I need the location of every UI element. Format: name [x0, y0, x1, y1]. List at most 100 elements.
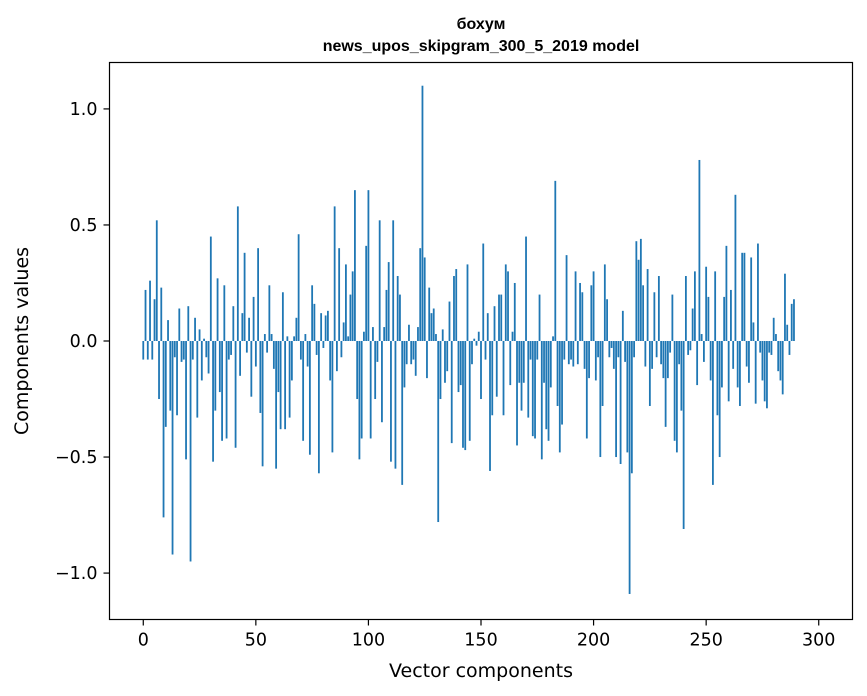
bar-component-5	[153, 299, 156, 341]
bar-component-103	[374, 341, 377, 400]
bar-component-21	[189, 341, 192, 562]
bar-component-162	[507, 271, 509, 342]
bar-component-169	[522, 341, 525, 383]
bar-component-40	[232, 306, 235, 341]
bar-component-115	[401, 341, 404, 485]
bar-component-167	[518, 341, 521, 383]
bar-component-193	[576, 341, 579, 365]
bar-component-27	[203, 338, 205, 341]
x-axis-label: Vector components	[389, 660, 573, 682]
bar-component-125	[423, 257, 426, 341]
bar-component-182	[552, 336, 554, 341]
bar-component-104	[376, 341, 379, 362]
bar-component-191	[572, 341, 575, 367]
bar-component-222	[642, 285, 645, 341]
bar-component-47	[248, 317, 250, 341]
bar-component-138	[453, 276, 455, 341]
bar-component-144	[466, 264, 469, 341]
bar-component-15	[176, 341, 178, 416]
bar-component-77	[315, 341, 318, 355]
bar-component-147	[473, 338, 476, 341]
bar-component-241	[684, 276, 687, 341]
bar-component-26	[200, 341, 203, 381]
bar-component-107	[383, 327, 386, 341]
bar-component-131	[437, 341, 440, 523]
bar-component-31	[212, 341, 214, 462]
bar-component-19	[185, 341, 187, 460]
bar-component-253	[712, 341, 714, 485]
bar-component-273	[757, 243, 759, 341]
bar-component-130	[435, 334, 437, 341]
y-tick-label: 0.5	[70, 216, 98, 236]
bar-component-166	[516, 341, 518, 446]
bar-component-80	[322, 341, 325, 348]
bar-component-134	[444, 341, 446, 383]
bar-component-50	[254, 341, 257, 367]
bar-component-89	[342, 322, 345, 341]
bar-component-124	[421, 85, 424, 342]
bar-component-61	[279, 341, 282, 430]
bar-component-113	[396, 276, 399, 341]
bar-component-72	[304, 334, 307, 341]
bar-component-63	[284, 341, 287, 430]
bar-component-55	[266, 341, 269, 353]
bar-component-133	[441, 329, 444, 341]
bar-component-221	[639, 238, 642, 341]
bar-component-23	[194, 317, 196, 341]
bar-component-145	[468, 341, 471, 441]
bar-component-176	[538, 294, 541, 341]
bar-component-10	[164, 341, 167, 427]
bar-component-30	[209, 236, 212, 341]
bar-component-225	[648, 341, 651, 406]
bar-component-164	[511, 331, 514, 341]
bar-component-95	[356, 341, 359, 400]
y-tick-label: −0.5	[55, 448, 98, 468]
bar-component-22	[191, 341, 194, 360]
bar-component-260	[727, 341, 730, 402]
bar-component-37	[225, 341, 228, 439]
bar-component-245	[693, 271, 696, 342]
bar-component-210	[615, 341, 617, 458]
bar-component-38	[227, 341, 230, 360]
bar-component-283	[779, 341, 782, 381]
y-tick-label: 1.0	[70, 100, 98, 120]
bar-component-197	[585, 341, 588, 439]
bar-component-276	[763, 341, 766, 402]
bar-component-117	[405, 341, 408, 365]
bar-component-239	[680, 341, 683, 411]
bar-component-281	[775, 334, 777, 341]
bar-component-203	[599, 341, 602, 458]
bar-component-135	[446, 341, 449, 372]
x-tick-label: 0	[138, 631, 149, 651]
bar-component-220	[637, 259, 640, 341]
bar-component-44	[241, 313, 244, 341]
x-tick-label: 300	[802, 631, 835, 651]
bar-component-2	[146, 341, 149, 360]
bar-component-45	[243, 252, 246, 341]
bar-component-198	[588, 341, 590, 379]
bar-component-92	[349, 294, 352, 341]
bar-component-212	[619, 341, 622, 464]
bar-component-287	[788, 341, 791, 355]
bar-component-284	[781, 341, 784, 395]
bar-component-114	[399, 294, 401, 341]
bar-component-174	[534, 341, 536, 439]
bar-component-48	[250, 341, 253, 397]
y-axis-label: Components values	[11, 247, 33, 435]
bar-component-43	[239, 341, 241, 376]
bar-component-192	[574, 271, 577, 342]
bar-component-12	[169, 341, 172, 411]
x-axis-ticks: 0 50 100 150 200 250 300	[138, 619, 835, 651]
x-tick-label: 100	[352, 631, 385, 651]
bar-component-156	[493, 306, 496, 341]
bar-component-159	[500, 294, 503, 341]
bar-component-215	[626, 341, 629, 453]
bar-component-213	[621, 310, 624, 341]
bar-component-67	[293, 336, 296, 341]
bar-component-142	[462, 341, 464, 448]
bar-component-244	[691, 308, 694, 341]
bar-component-233	[666, 341, 669, 379]
bar-component-177	[540, 341, 543, 460]
bar-series	[142, 85, 795, 594]
